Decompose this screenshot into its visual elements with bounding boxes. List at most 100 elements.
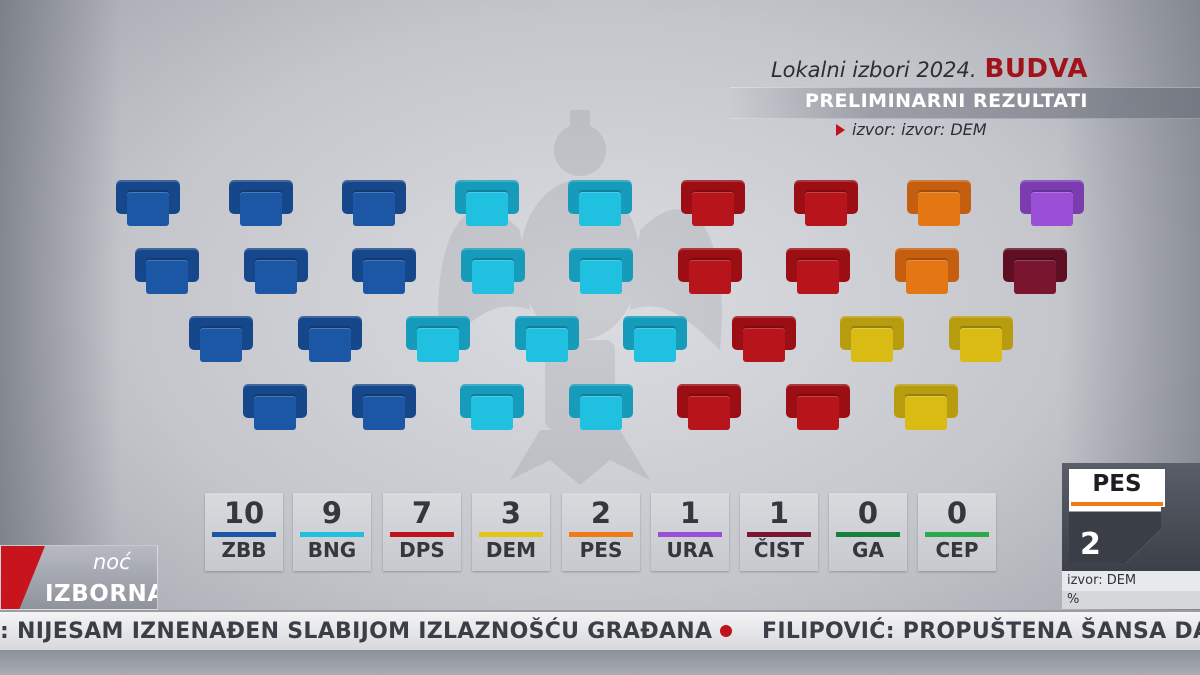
results-title: PRELIMINARNI REZULTATI	[804, 90, 1088, 112]
highlight-header: PES	[1069, 469, 1165, 507]
seat-bng	[569, 248, 633, 294]
highlight-source: izvor: DEM	[1062, 571, 1200, 591]
party-seat-count: 0	[857, 496, 879, 530]
seat-bng	[406, 316, 470, 362]
party-tile-bng: 9 BNG	[293, 493, 371, 571]
seat-cushion	[692, 192, 734, 226]
ticker-item: : NIJESAM IZNENAĐEN SLABIJOM IZLAZNOŠĆU …	[0, 619, 713, 644]
seat-cushion	[353, 192, 395, 226]
seat-zbb	[243, 248, 308, 294]
party-color-bar	[479, 532, 543, 537]
seat-cushion	[254, 260, 297, 294]
highlight-seat-count: 2	[1080, 527, 1101, 562]
party-tile-pes: 2 PES	[562, 493, 640, 571]
seat-cushion	[579, 396, 622, 430]
seat-cushion	[525, 328, 568, 362]
seat-cushion	[579, 192, 621, 226]
seat-cushion	[308, 328, 351, 362]
highlight-party-color-bar	[1071, 502, 1163, 506]
seat-pes	[907, 180, 971, 226]
seat-cushion	[363, 260, 405, 294]
party-color-bar	[300, 532, 364, 537]
header-line: Lokalni izbori 2024. BUDVA	[771, 54, 1088, 86]
seat-dps	[677, 248, 742, 294]
seat-bng	[455, 180, 519, 226]
seat-čist	[1003, 248, 1067, 294]
party-abbreviation: ZBB	[221, 538, 267, 562]
party-tile-čist: 1 ČIST	[740, 493, 818, 571]
seat-zbb	[352, 248, 416, 294]
seat-dps	[794, 180, 858, 226]
seat-cushion	[742, 328, 785, 362]
highlight-party-box: PES 2	[1062, 463, 1200, 571]
seat-cushion	[634, 328, 676, 362]
seat-cushion	[905, 260, 948, 294]
party-seat-count: 10	[223, 496, 265, 530]
seat-bng	[568, 180, 632, 226]
seat-cushion	[471, 396, 513, 430]
play-arrow-icon	[836, 123, 845, 136]
title-band	[730, 87, 1200, 119]
seat-zbb	[135, 248, 199, 294]
party-color-bar	[836, 532, 900, 537]
seat-cushion	[362, 396, 405, 430]
party-abbreviation: ČIST	[753, 538, 805, 562]
party-tile-dps: 7 DPS	[383, 493, 461, 571]
party-tile-zbb: 10 ZBB	[205, 493, 283, 571]
party-color-bar	[747, 532, 811, 537]
seat-cushion	[905, 396, 947, 430]
seat-cushion	[200, 328, 242, 362]
news-ticker: : NIJESAM IZNENAĐEN SLABIJOM IZLAZNOŠĆU …	[0, 610, 1200, 652]
party-abbreviation: URA	[666, 538, 714, 562]
seat-dps	[786, 248, 850, 294]
party-abbreviation: DEM	[485, 538, 537, 562]
show-logo: noć IZBORNA	[0, 545, 158, 610]
logo-red-wedge	[1, 546, 45, 609]
seat-cushion	[146, 260, 188, 294]
seat-zbb	[116, 180, 180, 226]
party-seat-count: 9	[321, 496, 343, 530]
election-subtitle: Lokalni izbori 2024.	[770, 58, 977, 82]
party-tile-dem: 3 DEM	[472, 493, 550, 571]
seat-bng	[460, 384, 524, 430]
seat-cushion	[851, 328, 893, 362]
seat-zbb	[243, 384, 307, 430]
seat-cushion	[688, 260, 731, 294]
seat-cushion	[466, 192, 508, 226]
party-abbreviation: DPS	[399, 538, 445, 562]
seat-dps	[731, 316, 796, 362]
seat-zbb	[229, 180, 293, 226]
seat-cushion	[240, 192, 282, 226]
seat-dps	[681, 180, 745, 226]
party-seat-count: 1	[768, 496, 790, 530]
party-abbreviation: CEP	[935, 538, 979, 562]
seat-zbb	[189, 316, 253, 362]
seat-cushion	[127, 192, 169, 226]
seat-zbb	[342, 180, 406, 226]
seat-cushion	[688, 396, 730, 430]
ticker-item: FILIPOVIĆ: PROPUŠTENA ŠANSA DA SE	[762, 619, 1200, 644]
seat-cushion	[796, 396, 839, 430]
seat-dem	[948, 316, 1013, 362]
party-color-bar	[925, 532, 989, 537]
city-name: BUDVA	[984, 54, 1088, 84]
source-line: izvor: izvor: DEM	[836, 120, 987, 139]
seat-ura	[1020, 180, 1084, 226]
seat-cushion	[1031, 192, 1073, 226]
party-color-bar	[658, 532, 722, 537]
party-color-bar	[569, 532, 633, 537]
ticker-separator-icon	[720, 625, 732, 637]
seat-dem	[840, 316, 904, 362]
seat-zbb	[297, 316, 362, 362]
party-abbreviation: PES	[579, 538, 623, 562]
seat-pes	[894, 248, 959, 294]
seat-cushion	[254, 396, 296, 430]
seat-cushion	[1014, 260, 1056, 294]
seat-cushion	[417, 328, 459, 362]
highlight-party-name: PES	[1092, 471, 1142, 497]
seat-cushion	[805, 192, 847, 226]
source-text: izvor: izvor: DEM	[852, 120, 987, 139]
party-tile-ga: 0 GA	[829, 493, 907, 571]
seat-dps	[785, 384, 850, 430]
logo-main-text: IZBORNA	[45, 581, 158, 607]
